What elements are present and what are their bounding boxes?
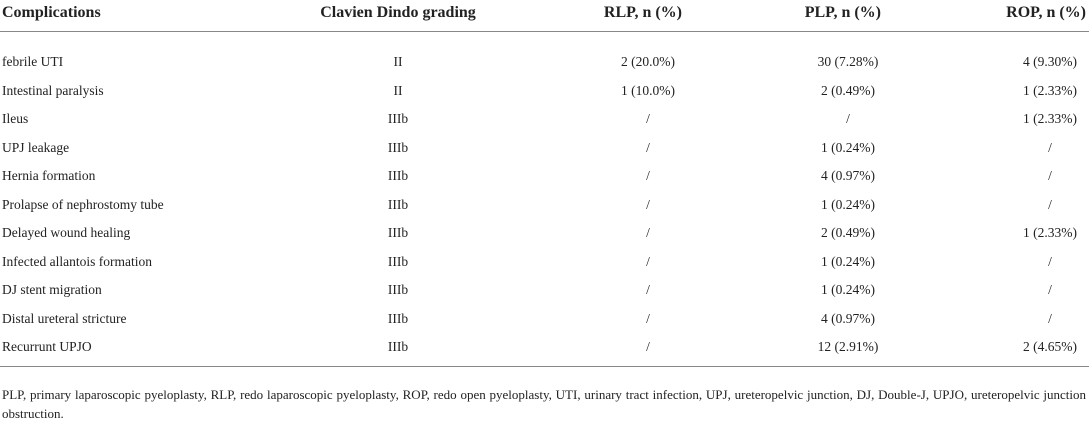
table-cell: IIIb — [387, 196, 409, 212]
table-cell: IIIb — [387, 282, 409, 297]
table-cell: 1 (0.24%) — [821, 253, 875, 269]
table-cell: / — [646, 310, 650, 326]
table-cell: II — [393, 54, 403, 69]
table-cell: 4 (9.30%) — [1023, 54, 1077, 69]
row-label: UPJ leakage — [2, 139, 70, 155]
header-cell: PLP, n (%) — [804, 4, 881, 21]
row-label: Delayed wound healing — [2, 225, 131, 240]
table-cell: / — [646, 339, 650, 354]
table-cell: II — [393, 82, 403, 98]
row-label: Hernia formation — [2, 168, 96, 183]
table-cell: IIIb — [387, 139, 409, 155]
footnote: PLP, primary laparoscopic pyeloplasty, R… — [2, 387, 1086, 421]
table-cell: 1 (10.0%) — [621, 82, 675, 98]
table-cell: IIIb — [387, 339, 409, 354]
table-cell: 1 (0.24%) — [821, 196, 875, 212]
table-cell: 4 (0.97%) — [821, 310, 875, 326]
bottom-rule — [0, 366, 1089, 367]
table-cell: / — [646, 196, 650, 212]
table-cell: 2 (0.49%) — [821, 82, 875, 98]
table-cell: 2 (0.49%) — [821, 225, 875, 240]
header-cell: Complications — [2, 4, 101, 21]
table-cell: 12 (2.91%) — [817, 339, 879, 354]
row-label: Distal ureteral stricture — [2, 310, 127, 326]
table-cell: / — [646, 168, 650, 183]
row-label: Ileus — [2, 111, 29, 126]
header-cell: ROP, n (%) — [1006, 4, 1086, 21]
table-cell: IIIb — [387, 310, 409, 326]
table-cell: / — [1048, 253, 1052, 269]
table-cell: 1 (2.33%) — [1023, 82, 1077, 98]
table-cell: / — [1048, 282, 1052, 297]
row-label: Infected allantois formation — [2, 253, 152, 269]
table-cell: / — [646, 139, 650, 155]
header-cell: Clavien Dindo grading — [320, 4, 476, 21]
table-cell: / — [646, 253, 650, 269]
table-cell: 1 (2.33%) — [1023, 111, 1077, 126]
table-cell: 1 (0.24%) — [821, 139, 875, 155]
row-label: Prolapse of nephrostomy tube — [2, 196, 164, 212]
row-label: febrile UTI — [2, 54, 64, 69]
table-cell: / — [846, 111, 850, 126]
table-cell: IIIb — [387, 253, 409, 269]
table-cell: 4 (0.97%) — [821, 168, 875, 183]
table-cell: IIIb — [387, 225, 409, 240]
table-cell: 1 (2.33%) — [1023, 225, 1077, 240]
header-cell: RLP, n (%) — [603, 4, 682, 21]
table-cell: IIIb — [387, 111, 409, 126]
table-cell: / — [646, 282, 650, 297]
table-cell: / — [646, 111, 650, 126]
row-label: Intestinal paralysis — [2, 82, 104, 98]
table-cell: / — [646, 225, 650, 240]
table-cell: 2 (20.0%) — [621, 54, 675, 69]
row-label: DJ stent migration — [2, 282, 102, 297]
table-cell: 1 (0.24%) — [821, 282, 875, 297]
table-cell: / — [1048, 168, 1052, 183]
table-cell: 2 (4.65%) — [1023, 339, 1077, 354]
table-cell: IIIb — [387, 168, 409, 183]
table-cell: 30 (7.28%) — [817, 54, 879, 69]
row-label: Recurrunt UPJO — [2, 339, 92, 354]
table-cell: / — [1048, 196, 1052, 212]
header-rule — [0, 31, 1089, 32]
table-cell: / — [1048, 139, 1052, 155]
table-cell: / — [1048, 310, 1052, 326]
